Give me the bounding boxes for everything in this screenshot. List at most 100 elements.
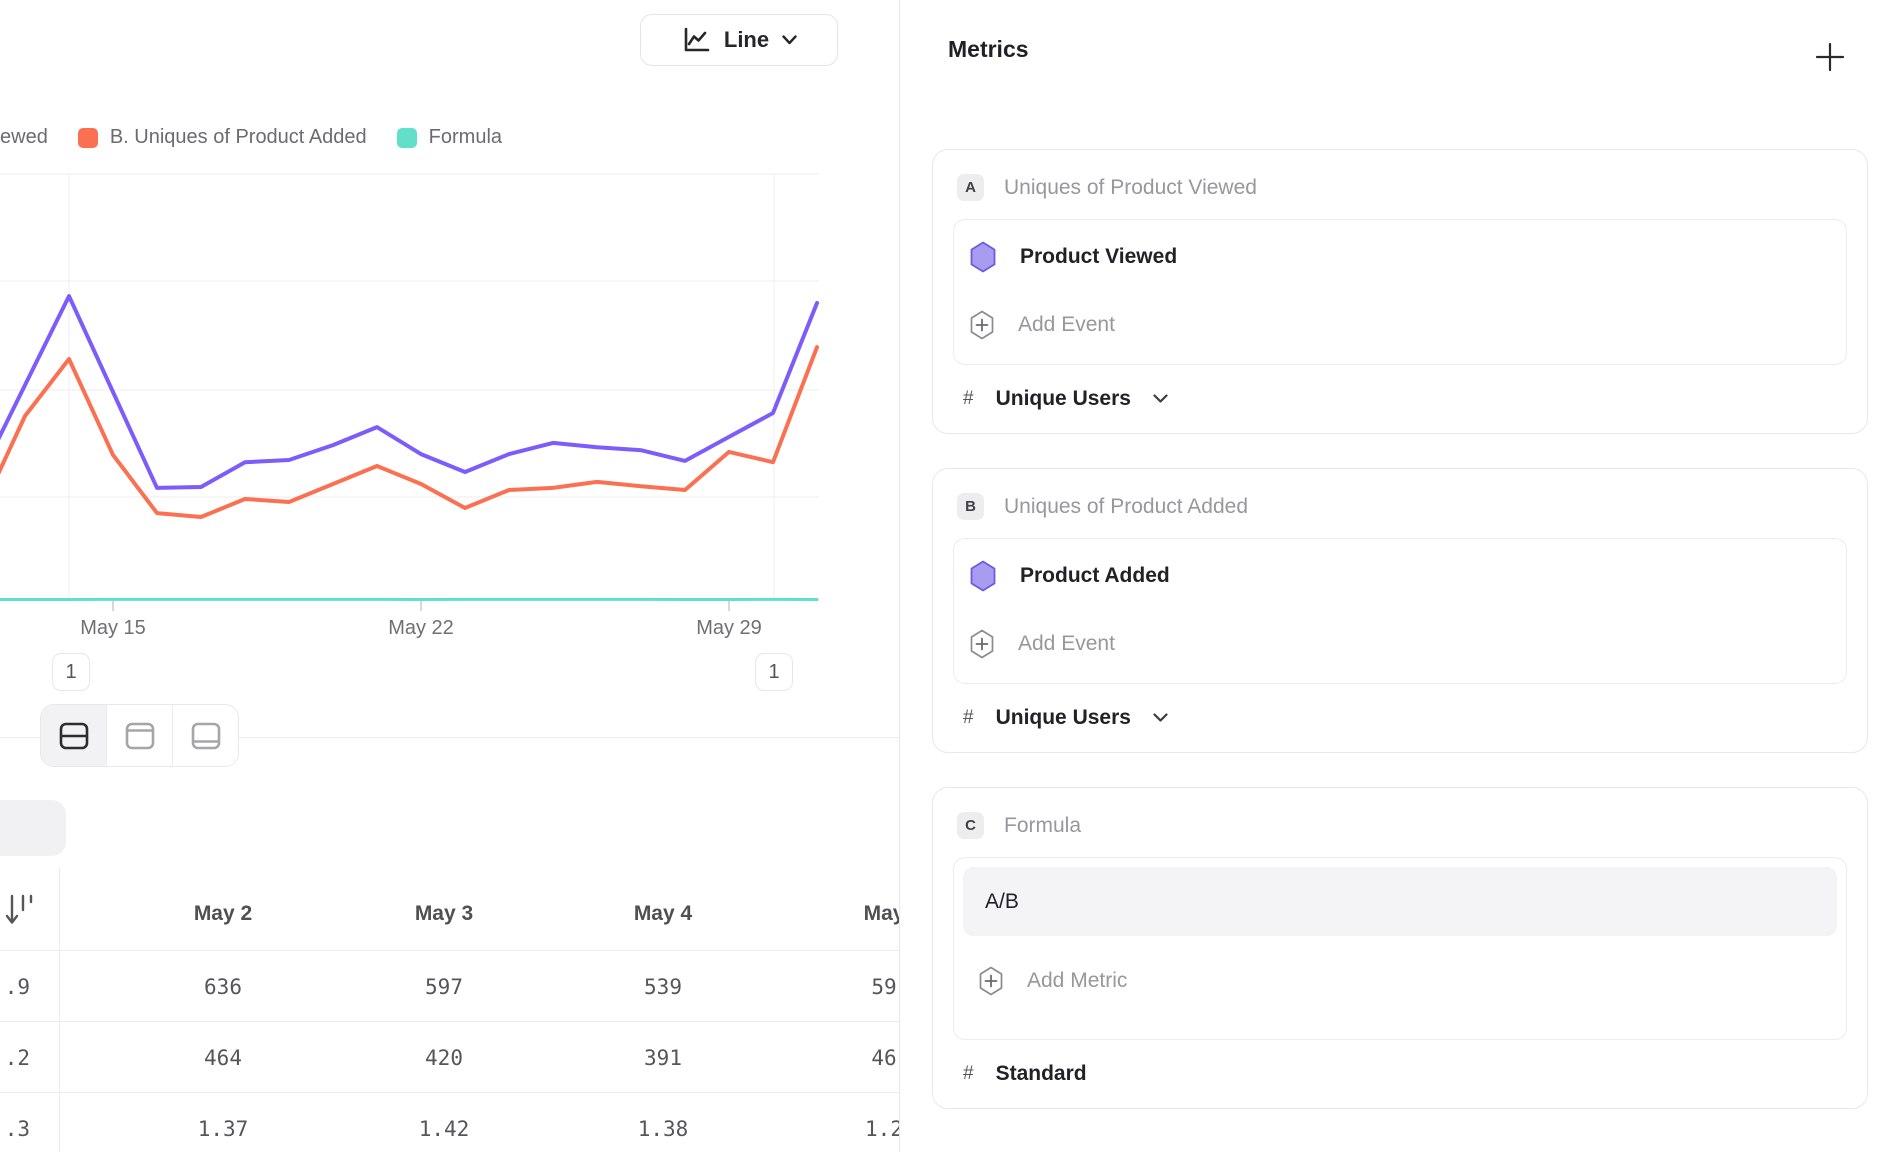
table-cell: 46 xyxy=(871,1046,897,1070)
hash-icon: # xyxy=(963,1063,974,1084)
metric-card-title: Formula xyxy=(1004,813,1082,837)
measure-selector[interactable]: # Unique Users xyxy=(953,387,1847,411)
legend-swatch xyxy=(77,127,98,148)
table-cell: 420 xyxy=(425,1046,463,1070)
metric-card-a: A Uniques of Product Viewed Product Viewed… xyxy=(932,149,1868,434)
table-cell: 636 xyxy=(204,975,242,999)
metric-badge: C xyxy=(957,812,984,839)
add-event-row[interactable]: Add Event xyxy=(970,310,1832,340)
table-column-separator xyxy=(59,868,60,1152)
legend-label: ewed xyxy=(0,126,48,148)
add-event-label: Add Event xyxy=(1018,313,1115,336)
chart-legend: ewed B. Uniques of Product Added Formula xyxy=(0,126,502,149)
x-axis-tick-label: May 15 xyxy=(80,617,146,639)
annotation-count-badge[interactable]: 1 xyxy=(52,653,90,691)
metrics-panel: Metrics A Uniques of Product Viewed Produc… xyxy=(900,0,1898,1152)
table-corner-chip[interactable] xyxy=(0,800,66,856)
layout-toggle-group xyxy=(40,704,239,767)
legend-item[interactable]: Formula xyxy=(396,126,503,149)
legend-swatch xyxy=(396,127,417,148)
series-line-a[interactable] xyxy=(0,294,819,490)
chart-type-dropdown[interactable]: Line xyxy=(640,14,838,66)
layout-split-icon xyxy=(59,722,88,749)
chevron-down-icon xyxy=(1153,713,1168,722)
table-cell: 1.38 xyxy=(637,1117,689,1141)
add-metric-row[interactable]: Add Metric xyxy=(979,966,1837,996)
panel-title: Metrics xyxy=(948,36,1029,62)
plus-icon xyxy=(1815,42,1845,72)
add-metric-plus-button[interactable] xyxy=(1813,40,1847,74)
table-column-header[interactable]: May 3 xyxy=(414,902,474,925)
x-axis-tick-label: May 22 xyxy=(388,617,454,639)
event-hexagon-icon xyxy=(970,560,996,592)
measure-selector[interactable]: # Standard xyxy=(953,1062,1847,1086)
layout-footer-icon xyxy=(191,722,220,749)
table-column-header[interactable]: May 2 xyxy=(193,902,253,925)
metric-card-c: C Formula A/B Add Metric # Standard xyxy=(932,787,1868,1109)
add-metric-label: Add Metric xyxy=(1027,969,1128,992)
formula-input[interactable]: A/B xyxy=(963,867,1837,936)
metric-card-title: Uniques of Product Viewed xyxy=(1004,175,1257,199)
table-cell: 464 xyxy=(204,1046,242,1070)
add-hexagon-plus-icon xyxy=(979,966,1003,996)
measure-label: Unique Users xyxy=(995,387,1131,410)
metric-events-container: Product Viewed Add Event xyxy=(954,220,1846,364)
metric-card-header: A Uniques of Product Viewed xyxy=(953,174,1847,201)
chevron-down-icon xyxy=(782,35,797,45)
table-row-divider xyxy=(0,1092,899,1093)
metric-badge: B xyxy=(957,493,984,520)
metric-inner-box: Product Viewed Add Event xyxy=(953,219,1847,365)
section-divider xyxy=(0,737,899,738)
table-frozen-cell: .3 xyxy=(4,1117,30,1141)
event-label: Product Added xyxy=(1020,564,1170,587)
chevron-down-icon xyxy=(1153,394,1168,403)
table-frozen-cell: .2 xyxy=(4,1046,30,1070)
table-column-header[interactable]: May 4 xyxy=(633,902,693,925)
table-column-header[interactable]: May xyxy=(863,902,899,925)
line-chart-icon xyxy=(684,27,710,52)
legend-item[interactable]: ewed xyxy=(0,126,48,149)
table-row-divider xyxy=(0,1021,899,1022)
add-event-row[interactable]: Add Event xyxy=(970,629,1832,659)
table-cell: 597 xyxy=(425,975,463,999)
metric-card-header: C Formula xyxy=(953,812,1847,839)
line-chart-plot xyxy=(0,173,819,611)
metric-badge: A xyxy=(957,174,984,201)
event-row[interactable]: Product Added xyxy=(970,559,1832,593)
legend-item[interactable]: B. Uniques of Product Added xyxy=(77,126,367,149)
metric-card-title: Uniques of Product Added xyxy=(1004,494,1249,518)
x-axis-labels: May 15 May 22 May 29 xyxy=(0,612,899,642)
event-row[interactable]: Product Viewed xyxy=(970,240,1832,274)
x-axis-tick-label: May 29 xyxy=(696,617,762,639)
layout-table-only-button[interactable] xyxy=(173,705,238,766)
legend-label: Formula xyxy=(428,126,503,148)
metric-cards-list: A Uniques of Product Viewed Product Viewed… xyxy=(932,149,1868,1143)
table-cell: 1.42 xyxy=(418,1117,470,1141)
add-event-label: Add Event xyxy=(1018,632,1115,655)
legend-label: B. Uniques of Product Added xyxy=(109,126,367,148)
table-frozen-cell: .9 xyxy=(4,975,30,999)
sort-descending-icon[interactable] xyxy=(4,891,34,929)
measure-selector[interactable]: # Unique Users xyxy=(953,706,1847,730)
add-hexagon-plus-icon xyxy=(970,310,994,340)
metric-events-container: Product Added Add Event xyxy=(954,539,1846,683)
layout-header-icon xyxy=(125,722,154,749)
table-header-divider xyxy=(0,950,899,951)
measure-label: Unique Users xyxy=(995,706,1131,729)
table-cell: 391 xyxy=(644,1046,682,1070)
hash-icon: # xyxy=(963,707,974,728)
metric-inner-box: Product Added Add Event xyxy=(953,538,1847,684)
annotation-count-badge[interactable]: 1 xyxy=(755,653,793,691)
event-label: Product Viewed xyxy=(1020,245,1178,268)
table-cell: 1.37 xyxy=(197,1117,249,1141)
layout-chart-only-button[interactable] xyxy=(107,705,173,766)
chart-type-label: Line xyxy=(723,27,770,52)
table-cell: 59 xyxy=(871,975,897,999)
layout-split-button[interactable] xyxy=(41,705,107,766)
metric-inner-box: A/B Add Metric xyxy=(953,857,1847,1040)
series-line-b[interactable] xyxy=(0,345,819,519)
event-hexagon-icon xyxy=(970,241,996,273)
add-hexagon-plus-icon xyxy=(970,629,994,659)
metric-card-b: B Uniques of Product Added Product Added Ad… xyxy=(932,468,1868,753)
metric-card-header: B Uniques of Product Added xyxy=(953,493,1847,520)
